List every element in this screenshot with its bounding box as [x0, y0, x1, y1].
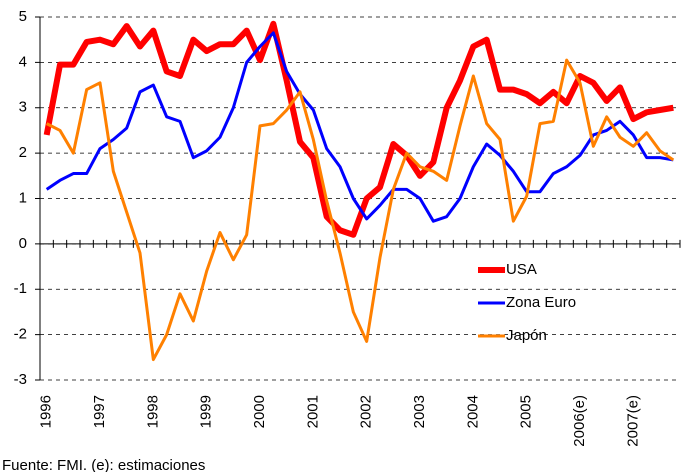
y-tick-label: 5: [19, 8, 27, 25]
series-line: [45, 58, 675, 362]
y-tick-label: 1: [19, 189, 27, 206]
x-tick-label: 1997: [91, 395, 108, 428]
y-tick-label: 2: [19, 144, 27, 161]
x-tick-label: 1998: [144, 395, 161, 428]
series-line: [45, 31, 674, 223]
legend-label: Japón: [506, 327, 547, 344]
x-tick-label: 2007(e): [624, 395, 641, 447]
x-tick-label: 2002: [358, 395, 375, 428]
y-tick-label: 0: [19, 235, 27, 252]
source-note: Fuente: FMI. (e): estimaciones: [2, 457, 205, 472]
y-tick-label: -1: [14, 280, 27, 297]
y-tick-label: -2: [14, 326, 27, 343]
legend-label: USA: [506, 261, 537, 278]
x-tick-label: 2006(e): [571, 395, 588, 447]
x-tick-label: 1999: [198, 395, 215, 428]
y-tick-label: 4: [19, 53, 27, 70]
x-tick-label: 2005: [518, 395, 535, 428]
x-tick-label: 2001: [304, 395, 321, 428]
x-tick-label: 2004: [464, 395, 481, 428]
y-tick-label: 3: [19, 99, 27, 116]
x-tick-label: 1996: [38, 395, 55, 428]
y-tick-label: -3: [14, 371, 27, 388]
x-tick-label: 2003: [411, 395, 428, 428]
series-line: [43, 20, 674, 238]
x-tick-label: 2000: [251, 395, 268, 428]
legend-label: Zona Euro: [506, 294, 576, 311]
